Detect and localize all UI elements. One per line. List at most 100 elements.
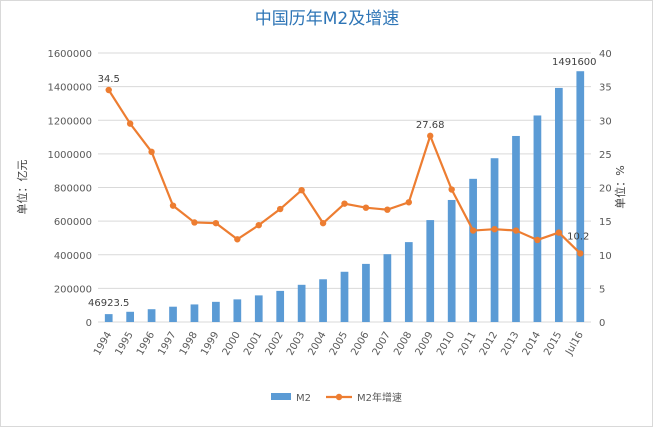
bar-m2	[426, 220, 435, 322]
legend-label-m2: M2	[296, 393, 311, 404]
x-tick-label: 2001	[242, 330, 264, 358]
line-point-m2-growth	[405, 199, 413, 206]
x-tick-label: 2005	[328, 330, 350, 358]
line-point-m2-growth	[534, 236, 541, 244]
line-point-m2-growth	[148, 148, 155, 156]
y-left-tick-label: 400000	[54, 251, 92, 262]
bar-m2	[490, 158, 499, 322]
y-right-tick-label: 5	[599, 284, 605, 295]
line-point-m2-growth	[384, 206, 391, 213]
y-left-tick-label: 200000	[54, 284, 92, 295]
x-tick-label: 2003	[285, 330, 307, 358]
line-point-m2-growth	[105, 86, 112, 94]
x-tick-label: 2015	[542, 330, 564, 358]
bar-m2	[254, 295, 263, 322]
data-label: 34.5	[98, 74, 120, 85]
legend-marker-m2-growth	[335, 393, 343, 401]
bar-m2	[147, 309, 156, 322]
legend: M2 M2年增速	[271, 391, 402, 404]
x-tick-label: 2007	[371, 330, 393, 358]
data-label: 1491600	[552, 57, 597, 68]
bar-m2	[469, 178, 477, 322]
line-point-m2-growth	[362, 204, 370, 211]
y-axis-left-ticks: 0 200000 400000 600000 800000 1000000 1200000 1…	[47, 49, 92, 329]
x-tick-label: 1994	[92, 330, 114, 358]
x-tick-label: 2011	[456, 330, 478, 358]
line-point-m2-growth	[169, 202, 177, 209]
line-point-m2-growth	[276, 205, 284, 213]
bar-m2	[190, 304, 199, 322]
line-point-m2-growth	[212, 219, 220, 227]
y-axis-left-label: 单位：亿元	[15, 160, 29, 215]
bar-m2	[362, 263, 370, 322]
line-point-m2-growth	[448, 186, 455, 193]
y-right-tick-label: 30	[599, 116, 612, 127]
x-tick-label: 2008	[392, 330, 414, 358]
chart-title: 中国历年M2及增速	[255, 9, 399, 29]
line-point-m2-growth	[577, 250, 584, 257]
y-left-tick-label: 800000	[54, 184, 92, 195]
x-tick-label: 1997	[156, 330, 178, 358]
y-right-tick-label: 10	[599, 251, 612, 262]
line-point-m2-growth	[555, 229, 563, 236]
y-right-tick-label: 20	[599, 184, 612, 195]
y-left-tick-label: 1200000	[47, 116, 92, 127]
line-point-m2-growth	[491, 225, 498, 233]
line-point-m2-growth	[255, 221, 262, 229]
y-left-tick-label: 1600000	[47, 49, 92, 60]
line-point-m2-growth	[234, 236, 241, 243]
y-axis-right-ticks: 0 5 10 15 20 25 30 35 40	[599, 49, 612, 329]
x-tick-label: 2010	[435, 330, 457, 358]
line-point-m2-growth	[427, 132, 434, 140]
data-label: 27.68	[416, 120, 445, 131]
y-right-tick-label: 0	[599, 318, 605, 329]
data-label: 46923.5	[88, 298, 129, 309]
line-point-m2-growth	[191, 219, 198, 226]
y-axis-right-label: 单位：%	[613, 165, 627, 208]
y-left-tick-label: 1400000	[47, 83, 92, 94]
line-series-m2-growth	[105, 86, 584, 257]
x-tick-label: 2002	[264, 330, 286, 358]
x-tick-label: 2000	[221, 330, 243, 358]
x-tick-label: 1998	[178, 330, 200, 358]
y-left-tick-label: 1000000	[47, 150, 92, 161]
y-right-tick-label: 15	[599, 217, 612, 228]
legend-swatch-m2	[271, 393, 291, 400]
x-tick-label: 2006	[349, 330, 371, 358]
y-right-tick-label: 35	[599, 83, 612, 94]
line-point-m2-growth	[512, 227, 520, 234]
line-point-m2-growth	[126, 120, 134, 127]
y-left-tick-label: 600000	[54, 217, 92, 228]
gridlines	[98, 52, 591, 323]
x-tick-label: 2012	[478, 330, 500, 358]
bar-m2	[297, 284, 306, 322]
bar-m2	[554, 87, 563, 322]
x-tick-label: 2013	[499, 330, 521, 358]
bar-m2	[169, 306, 177, 322]
bar-m2	[276, 290, 285, 322]
y-right-tick-label: 40	[599, 49, 612, 60]
bar-m2	[340, 271, 349, 322]
bar-m2	[212, 301, 220, 322]
x-tick-label: 2014	[521, 330, 543, 358]
bar-m2	[447, 199, 456, 322]
y-left-tick-label: 0	[86, 318, 92, 329]
x-tick-label: 2009	[414, 330, 436, 358]
bar-series-m2	[104, 71, 585, 322]
line-point-m2-growth	[341, 200, 348, 207]
line-point-m2-growth	[298, 186, 305, 194]
line-m2-growth	[107, 89, 582, 255]
bar-m2	[233, 299, 242, 322]
bar-m2	[533, 115, 542, 322]
bar-m2	[576, 71, 585, 322]
y-right-tick-label: 25	[599, 150, 612, 161]
line-point-m2-growth	[469, 227, 477, 234]
x-axis-ticks: 1994 1995 1996 1997 1998 1999 2000 2001 2002 2003…	[92, 330, 586, 358]
x-tick-label: 2004	[306, 330, 328, 358]
bar-m2	[383, 254, 392, 322]
x-tick-label: 1996	[135, 330, 157, 358]
bar-m2	[104, 314, 113, 322]
x-tick-label: 1995	[113, 330, 135, 358]
